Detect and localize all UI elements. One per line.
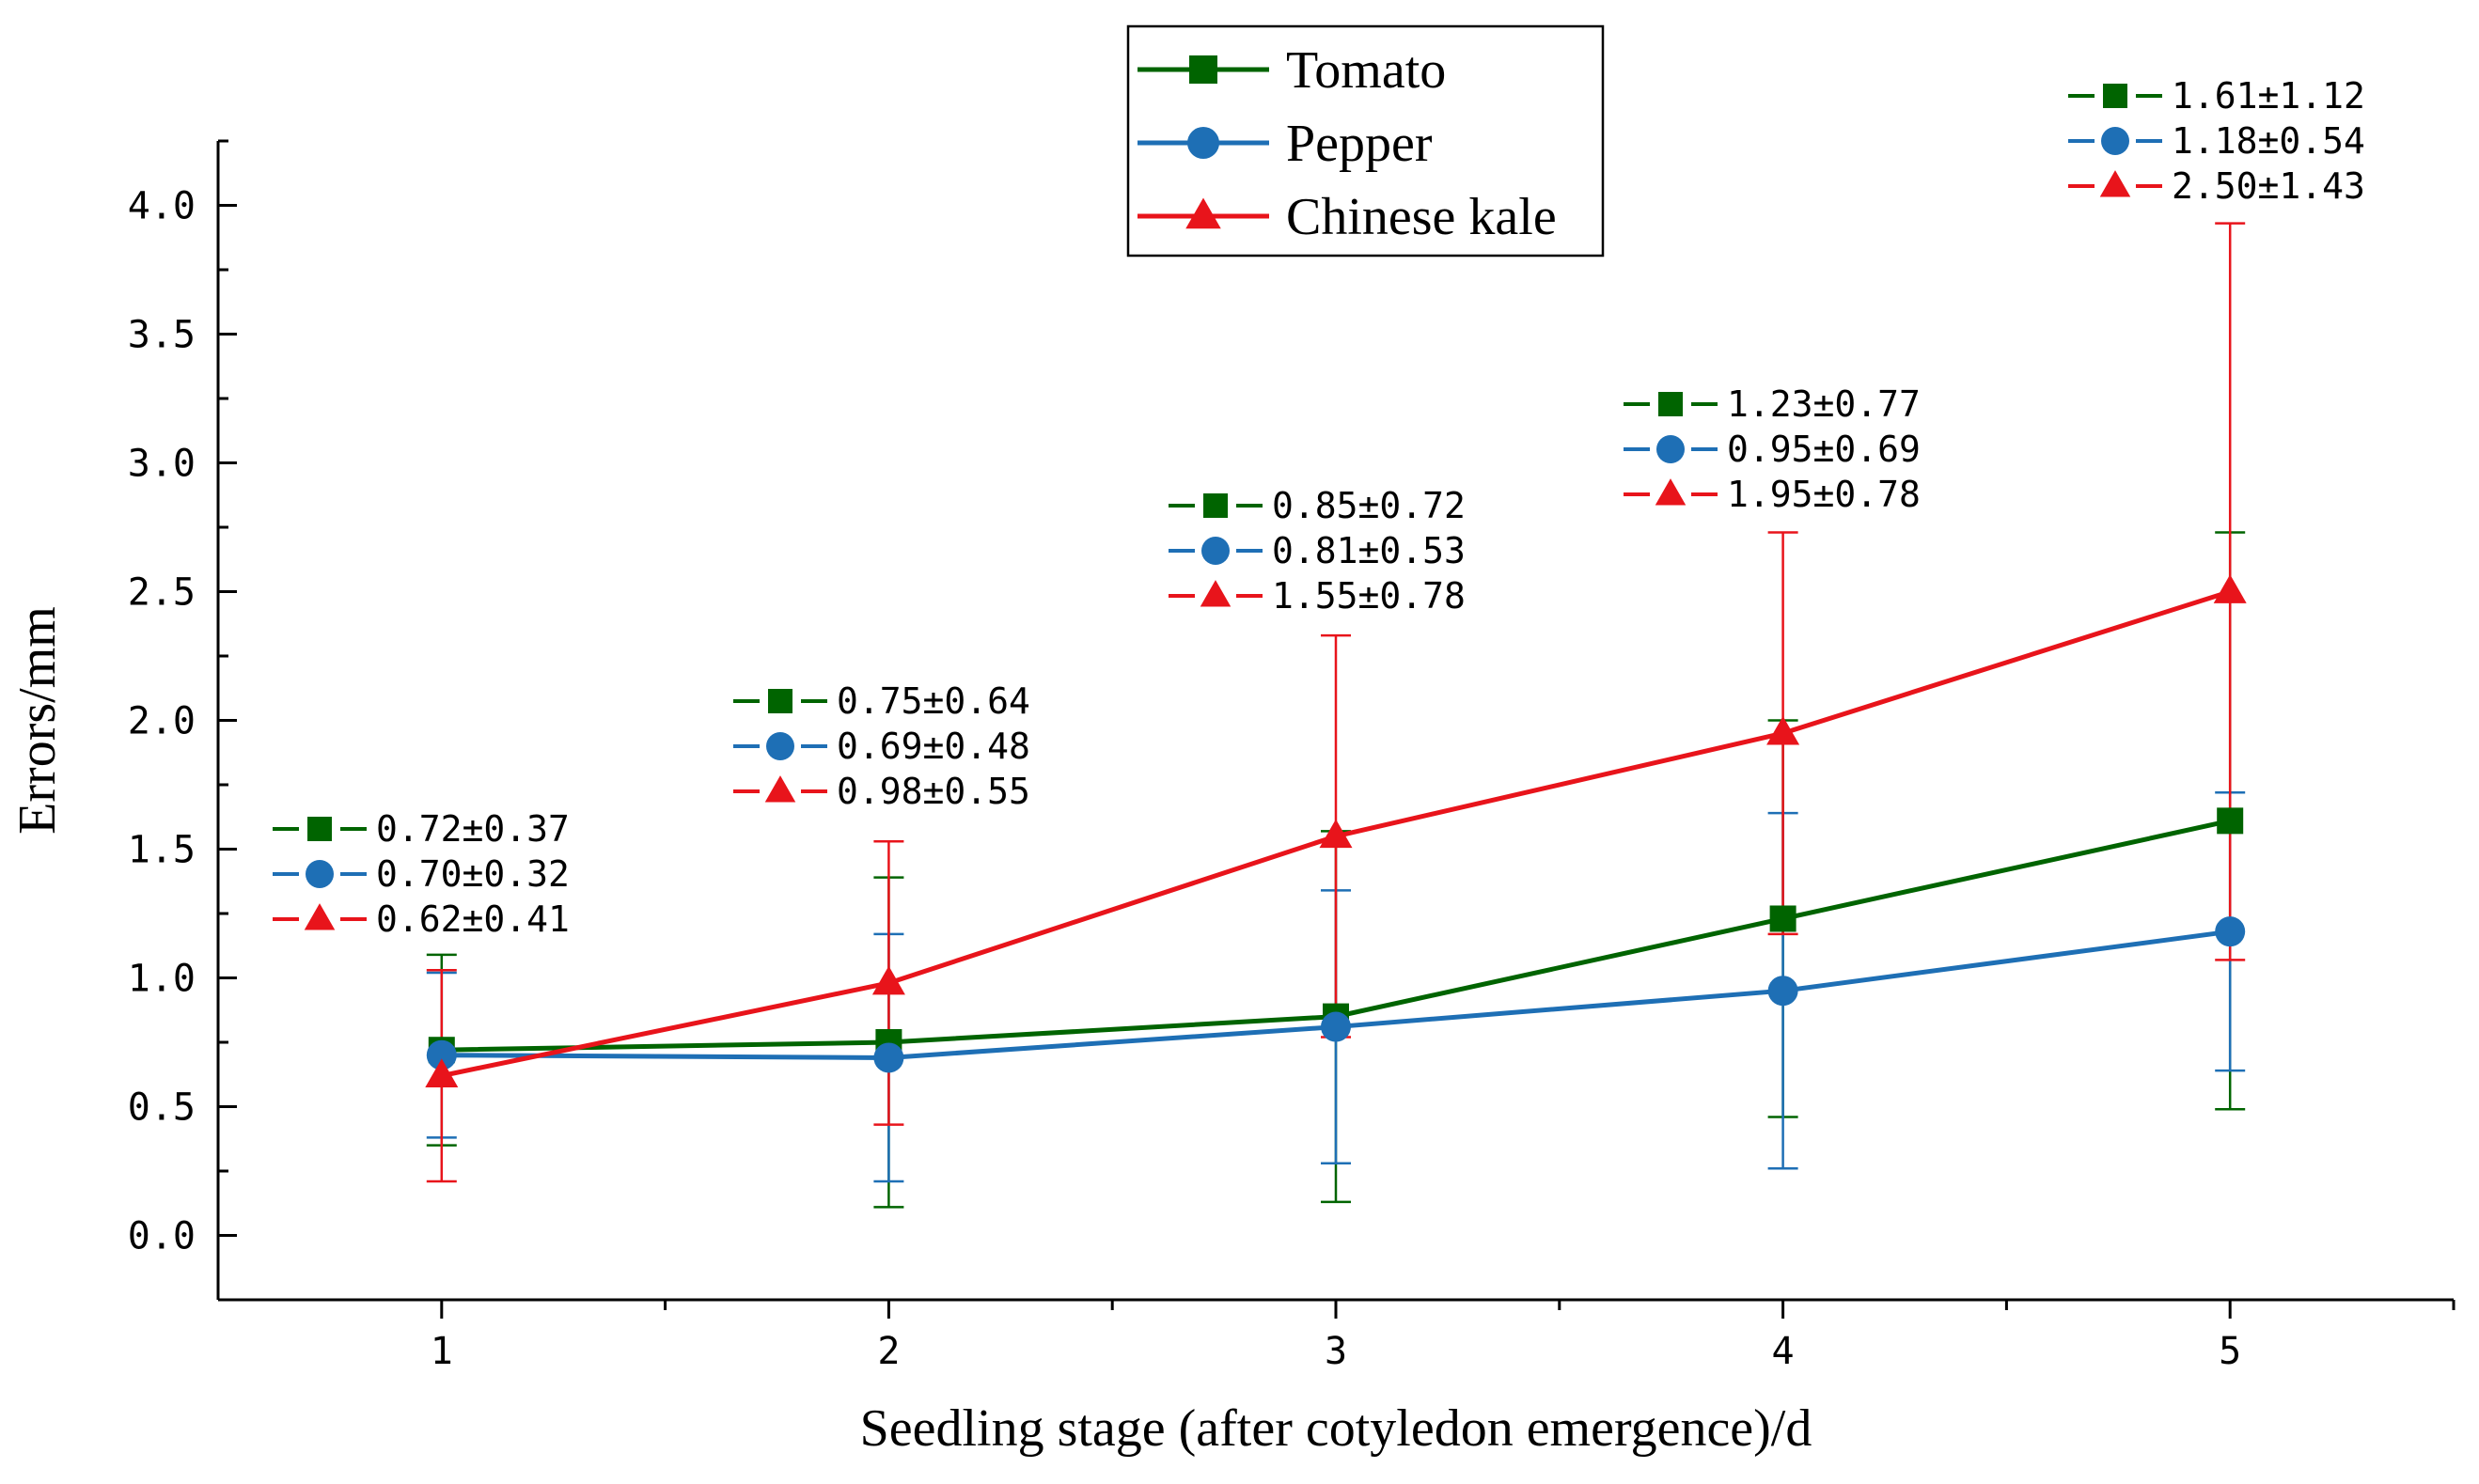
x-tick-label: 5 xyxy=(2219,1330,2241,1373)
data-point-pepper xyxy=(2215,916,2246,947)
data-point-pepper xyxy=(426,1039,457,1070)
annotation-label: 0.72±0.37 xyxy=(376,808,570,850)
y-tick-label: 1.0 xyxy=(128,958,196,1001)
data-point-pepper xyxy=(873,1042,904,1073)
legend-label: Chinese kale xyxy=(1286,188,1557,246)
legend-marker xyxy=(1185,197,1221,229)
annotation-label: 0.62±0.41 xyxy=(376,898,570,940)
x-tick-label: 3 xyxy=(1325,1330,1347,1373)
y-tick-label: 0.0 xyxy=(128,1215,196,1258)
data-point-chinese-kale xyxy=(871,965,905,995)
x-tick-label: 1 xyxy=(431,1330,453,1373)
annotation-label: 1.55±0.78 xyxy=(1272,575,1466,617)
y-tick-label: 4.0 xyxy=(128,185,196,228)
annotation-marker xyxy=(1658,392,1683,416)
annotation-label: 0.95±0.69 xyxy=(1727,429,1921,470)
data-point-chinese-kale xyxy=(425,1058,459,1087)
annotation-marker xyxy=(1200,580,1232,607)
annotation-marker xyxy=(2101,127,2129,155)
annotation-label: 0.69±0.48 xyxy=(837,726,1030,767)
annotation-marker xyxy=(2103,84,2127,108)
legend-marker xyxy=(1189,55,1217,84)
data-point-tomato xyxy=(1769,905,1796,932)
annotation-marker xyxy=(764,775,796,803)
annotation-marker xyxy=(306,860,334,888)
y-axis-title: Errors/mm xyxy=(8,606,67,835)
annotation-label: 1.23±0.77 xyxy=(1727,383,1921,425)
legend-label: Tomato xyxy=(1286,41,1446,100)
annotation-label: 0.81±0.53 xyxy=(1272,530,1466,571)
data-point-chinese-kale xyxy=(1766,715,1800,745)
annotation-marker xyxy=(307,817,332,841)
data-point-tomato xyxy=(2217,807,2244,835)
y-tick-label: 3.5 xyxy=(128,314,196,357)
annotation-label: 1.18±0.54 xyxy=(2172,120,2365,162)
annotation-label: 0.70±0.32 xyxy=(376,853,570,895)
data-point-pepper xyxy=(1767,976,1798,1007)
annotation-marker xyxy=(2099,170,2131,197)
annotation-label: 1.95±0.78 xyxy=(1727,474,1921,515)
data-point-chinese-kale xyxy=(2213,574,2247,603)
annotation-marker xyxy=(1203,493,1228,518)
annotation-marker xyxy=(768,689,792,713)
series-markers xyxy=(425,574,2247,1087)
y-tick-label: 1.5 xyxy=(128,829,196,872)
x-tick-label: 2 xyxy=(877,1330,900,1373)
annotation-marker xyxy=(766,732,794,760)
error-bars xyxy=(426,222,2246,1209)
y-tick-label: 0.5 xyxy=(128,1086,196,1130)
x-axis-title: Seedling stage (after cotyledon emergenc… xyxy=(860,1399,1812,1458)
annotation-label: 0.75±0.64 xyxy=(837,680,1030,722)
annotation-marker xyxy=(1201,537,1230,565)
legend: Tomato Pepper Chinese kale xyxy=(1126,24,1605,258)
annotation-label: 1.61±1.12 xyxy=(2172,75,2365,117)
axes: 0.0 0.5 1.0 1.5 2.0 2.5 3.0 3.5 4.0 1 2 3 4 5 xyxy=(128,139,2455,1373)
annotation-label: 0.85±0.72 xyxy=(1272,485,1466,526)
legend-marker xyxy=(1187,127,1219,159)
annotation-marker xyxy=(1656,435,1685,463)
annotation-label: 2.50±1.43 xyxy=(2172,165,2365,207)
annotation-marker xyxy=(1655,478,1687,506)
annotation-marker xyxy=(304,903,336,930)
y-tick-label: 3.0 xyxy=(128,443,196,486)
annotation-label: 0.98±0.55 xyxy=(837,771,1030,812)
value-annotations: 0.72±0.370.70±0.320.62±0.41 0.75±0.640.69… xyxy=(273,75,2365,940)
data-point-pepper xyxy=(1321,1011,1351,1042)
legend-label: Pepper xyxy=(1286,115,1433,173)
data-point-chinese-kale xyxy=(1319,819,1353,849)
x-tick-label: 4 xyxy=(1772,1330,1795,1373)
y-tick-label: 2.5 xyxy=(128,571,196,615)
y-tick-label: 2.0 xyxy=(128,700,196,743)
